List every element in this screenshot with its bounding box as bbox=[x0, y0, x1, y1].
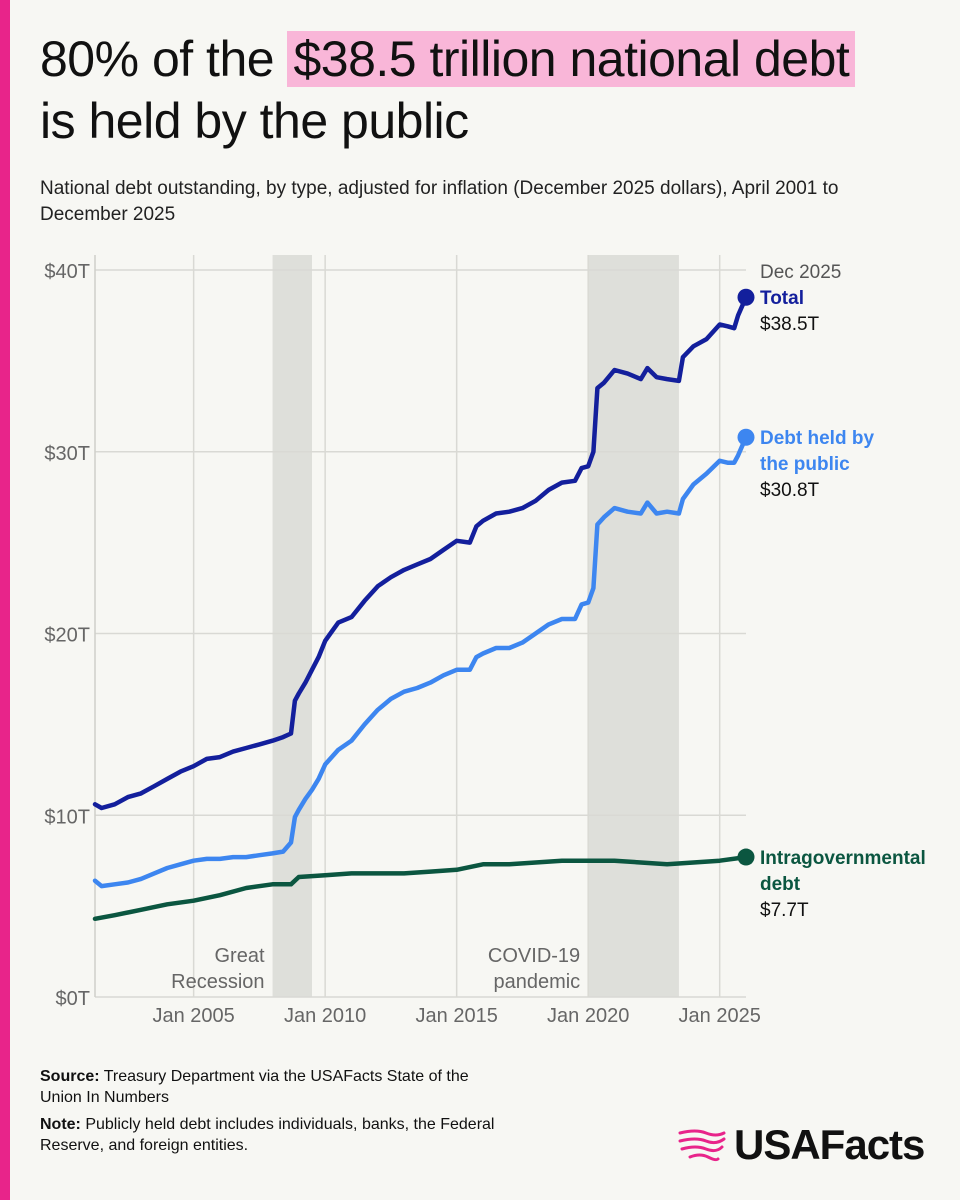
series-end-marker-public bbox=[737, 428, 755, 446]
x-tick-label: Jan 2010 bbox=[284, 1005, 366, 1027]
shaded-period-1 bbox=[588, 255, 679, 997]
series-end-marker-total bbox=[737, 288, 755, 306]
series-label-public: the public bbox=[760, 454, 850, 475]
series-line-public bbox=[92, 434, 749, 889]
x-tick-label: Jan 2020 bbox=[547, 1005, 629, 1027]
series-label-intragovernmental: Intragovernmental bbox=[760, 848, 926, 869]
x-tick-label: Jan 2005 bbox=[152, 1005, 234, 1027]
series-end-value-intragovernmental: $7.7T bbox=[760, 900, 809, 921]
y-tick-label: $10T bbox=[44, 806, 90, 828]
series-label-intragovernmental: debt bbox=[760, 874, 801, 895]
series-end-value-public: $30.8T bbox=[760, 480, 820, 501]
x-tick-label: Jan 2015 bbox=[416, 1005, 498, 1027]
note-label: Note: bbox=[40, 1116, 81, 1133]
page-title: 80% of the $38.5 trillion national debt i… bbox=[40, 28, 940, 152]
accent-side-bar bbox=[0, 0, 10, 1200]
series-label-public: Debt held by bbox=[760, 428, 874, 449]
series-end-marker-intragovernmental bbox=[737, 848, 755, 866]
title-prefix: 80% of the bbox=[40, 31, 288, 87]
x-tick-label: Jan 2025 bbox=[679, 1005, 761, 1027]
usafacts-logo: USAFacts bbox=[676, 1120, 925, 1170]
source-text: Treasury Department via the USAFacts Sta… bbox=[40, 1068, 469, 1106]
logo-text: USAFacts bbox=[734, 1121, 925, 1168]
series-line-intragovernmental bbox=[92, 854, 749, 922]
title-highlight: $38.5 trillion national debt bbox=[287, 31, 856, 87]
source-label: Source: bbox=[40, 1068, 100, 1085]
title-suffix: is held by the public bbox=[40, 93, 469, 149]
end-date-label: Dec 2025 bbox=[760, 262, 841, 283]
y-tick-label: $30T bbox=[44, 443, 90, 465]
y-tick-label: $40T bbox=[44, 261, 90, 283]
shaded-period-0 bbox=[272, 255, 312, 997]
series-end-value-total: $38.5T bbox=[760, 314, 820, 335]
shaded-period-label: Great bbox=[215, 945, 265, 967]
shaded-period-label: pandemic bbox=[493, 971, 580, 993]
footer-notes: Source: Treasury Department via the USAF… bbox=[40, 1066, 500, 1162]
note-text: Publicly held debt includes individuals,… bbox=[40, 1116, 495, 1154]
y-tick-label: $0T bbox=[56, 988, 90, 1010]
shaded-period-label: Recession bbox=[171, 971, 264, 993]
usa-map-logo-icon bbox=[678, 1129, 726, 1162]
source-note: Source: Treasury Department via the USAF… bbox=[40, 1066, 500, 1108]
shaded-period-label: COVID-19 bbox=[488, 945, 580, 967]
series-line-total bbox=[92, 295, 749, 811]
series-label-total: Total bbox=[760, 288, 804, 309]
note-text-block: Note: Publicly held debt includes indivi… bbox=[40, 1114, 500, 1156]
debt-line-chart: $0T $10T $20T $30T $40T Jan 2005 Jan 2010 Jan 2… bbox=[44, 255, 926, 1027]
chart-subtitle: National debt outstanding, by type, adju… bbox=[40, 178, 839, 225]
y-tick-label: $20T bbox=[44, 625, 90, 647]
